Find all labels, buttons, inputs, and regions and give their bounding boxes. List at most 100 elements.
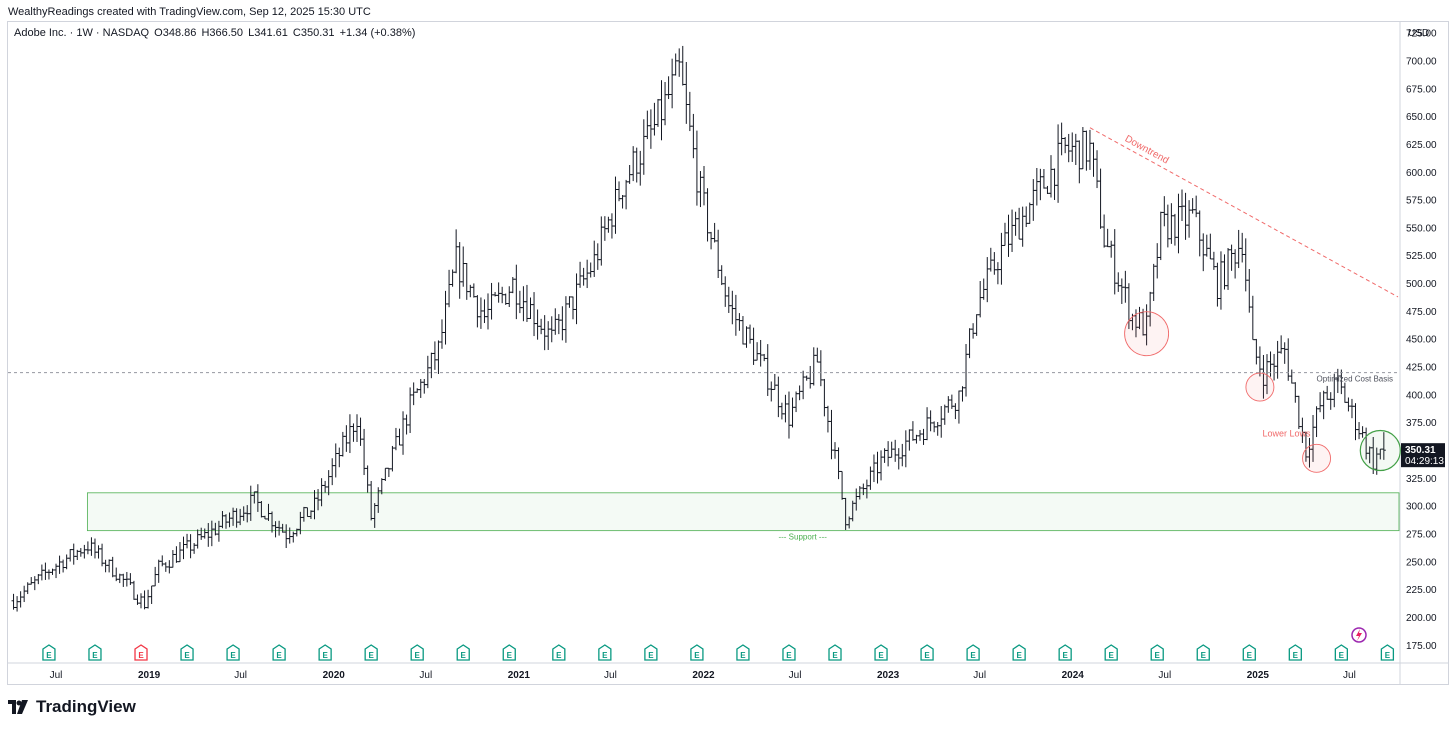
ohlc-bar bbox=[786, 391, 791, 439]
earnings-icon[interactable]: E bbox=[1012, 644, 1026, 661]
ohlc-bar bbox=[156, 559, 161, 583]
ohlc-bar bbox=[181, 536, 186, 560]
current-low-circle bbox=[1359, 429, 1401, 472]
ohlc-bar bbox=[797, 385, 802, 401]
earnings-icon[interactable]: E bbox=[180, 644, 194, 661]
ohlc-bar bbox=[875, 451, 880, 484]
earnings-icon[interactable]: E bbox=[966, 644, 980, 661]
earnings-icon[interactable]: E bbox=[502, 644, 516, 661]
earnings-icon-letter: E bbox=[924, 651, 930, 660]
earnings-icon-shape bbox=[1242, 644, 1256, 661]
symbol-name[interactable]: Adobe Inc. · 1W · NASDAQ bbox=[14, 27, 150, 39]
ohlc-bar bbox=[822, 378, 827, 417]
earnings-icon[interactable]: E bbox=[828, 644, 842, 661]
ohlc-bar bbox=[1165, 204, 1170, 248]
ohlc-bar bbox=[659, 80, 664, 141]
earnings-icon[interactable]: E bbox=[1242, 644, 1256, 661]
ohlc-bar bbox=[139, 593, 144, 609]
ohlc-bar bbox=[684, 61, 689, 124]
ohlc-bar bbox=[1272, 353, 1277, 381]
ohlc-bar bbox=[418, 379, 423, 398]
earnings-icon[interactable]: E bbox=[1150, 644, 1164, 661]
earnings-icon[interactable]: E bbox=[1104, 644, 1118, 661]
earnings-icon[interactable]: E bbox=[1288, 644, 1302, 661]
ohlc-bar bbox=[935, 422, 940, 436]
earnings-icon[interactable]: E bbox=[782, 644, 796, 661]
earnings-icon[interactable]: E bbox=[690, 644, 704, 661]
ohlc-bar bbox=[949, 394, 954, 409]
symbol-legend: Adobe Inc. · 1W · NASDAQ O348.86 H366.50… bbox=[14, 27, 417, 39]
earnings-icon[interactable]: E bbox=[736, 644, 750, 661]
ohlc-bar bbox=[1034, 168, 1039, 206]
ohlc-bar bbox=[124, 571, 129, 587]
ohlc-bar bbox=[581, 267, 586, 286]
ohlc-bar bbox=[769, 381, 774, 402]
ohlc-bar bbox=[450, 269, 455, 287]
support-layer: --- Support --- bbox=[86, 492, 1400, 542]
ohlc-bar bbox=[1250, 295, 1255, 341]
earnings-icon-letter: E bbox=[1247, 651, 1253, 660]
earnings-icon-letter: E bbox=[415, 651, 421, 660]
ohlc-bar bbox=[337, 447, 342, 468]
earnings-icon[interactable]: E bbox=[1380, 644, 1395, 661]
lightning-icon[interactable] bbox=[1351, 627, 1367, 643]
earnings-icon[interactable]: E bbox=[410, 644, 424, 661]
ohlc-bar bbox=[687, 91, 692, 132]
price-tick: 550.00 bbox=[1406, 223, 1437, 234]
earnings-icon[interactable]: E bbox=[226, 644, 240, 661]
tradingview-brand[interactable]: TradingView bbox=[8, 697, 136, 717]
time-tick: 2019 bbox=[138, 670, 161, 681]
ohlc-bar bbox=[61, 559, 66, 573]
earnings-icon-letter: E bbox=[694, 651, 700, 660]
ohlc-bar bbox=[801, 370, 806, 400]
ohlc-bar bbox=[146, 589, 151, 609]
earnings-icon[interactable]: E bbox=[456, 644, 470, 661]
earnings-icon[interactable]: E bbox=[42, 644, 56, 661]
earnings-icon[interactable]: E bbox=[364, 644, 378, 661]
ohlc-bar bbox=[815, 347, 820, 363]
earnings-icon-shape bbox=[644, 644, 658, 661]
earnings-icon-letter: E bbox=[740, 651, 746, 660]
ohlc-bar bbox=[1190, 198, 1195, 214]
ohlc-bar bbox=[1155, 243, 1160, 279]
earnings-icon[interactable]: E bbox=[1058, 644, 1072, 661]
ohlc-bar bbox=[783, 394, 788, 423]
ohlc-bar bbox=[645, 110, 650, 140]
lower-low-circle bbox=[1302, 443, 1332, 473]
currency-label[interactable]: USD bbox=[1408, 28, 1430, 39]
ohlc-bar bbox=[64, 554, 69, 570]
ohlc-bar bbox=[879, 450, 884, 481]
ohlc-bar bbox=[475, 295, 480, 328]
ohlc-bar bbox=[323, 480, 328, 493]
earnings-icon[interactable]: E bbox=[552, 644, 566, 661]
ohlc-bar bbox=[457, 242, 462, 299]
earnings-icon[interactable]: E bbox=[88, 644, 102, 661]
ohlc-bar bbox=[900, 443, 905, 467]
ohlc-bar bbox=[974, 314, 979, 336]
ohlc-bar bbox=[939, 406, 944, 438]
earnings-icon-letter: E bbox=[92, 651, 98, 660]
ohlc-bar bbox=[1243, 238, 1248, 292]
price-axis[interactable]: 175.00 200.00 225.00 250.00 275.00 300.00 325.… bbox=[1406, 29, 1437, 652]
earnings-icon[interactable]: E bbox=[598, 644, 612, 661]
ohlc-bar bbox=[1360, 426, 1365, 438]
ohlc-bar bbox=[553, 308, 558, 335]
earnings-icon-letter: E bbox=[786, 651, 792, 660]
price-tick: 275.00 bbox=[1406, 530, 1437, 541]
ohlc-bar bbox=[1112, 229, 1117, 295]
earnings-icon[interactable]: E bbox=[874, 644, 888, 661]
earnings-icon[interactable]: E bbox=[644, 644, 658, 661]
earnings-icon[interactable]: E bbox=[272, 644, 286, 661]
time-axis[interactable]: Jul 2019 Jul 2020 Jul 2021 Jul 2022 Jul 2023 Jul 20… bbox=[50, 670, 1356, 681]
ohlc-bar bbox=[705, 188, 710, 242]
ohlc-bar bbox=[995, 262, 1000, 285]
ohlc-bar bbox=[1296, 395, 1301, 430]
earnings-icon[interactable]: E bbox=[318, 644, 332, 661]
earnings-icon[interactable]: E bbox=[1196, 644, 1210, 661]
earnings-icon[interactable]: E bbox=[134, 644, 148, 661]
earnings-icon-letter: E bbox=[1016, 651, 1022, 660]
earnings-icon[interactable]: E bbox=[1334, 644, 1348, 661]
price-tick: 300.00 bbox=[1406, 502, 1437, 513]
earnings-icon[interactable]: E bbox=[920, 644, 934, 661]
